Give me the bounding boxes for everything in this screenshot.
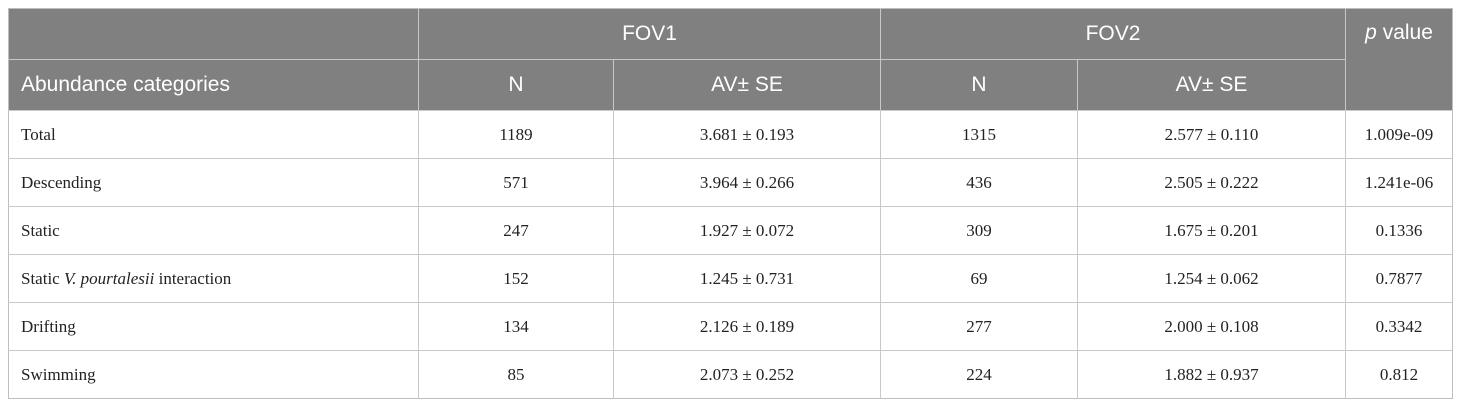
table-cell: 436 xyxy=(880,158,1078,207)
table-row: Total 1189 3.681 ± 0.193 1315 2.577 ± 0.110 1… xyxy=(8,110,1453,159)
header-blank xyxy=(8,8,419,60)
table-row: Static V. pourtalesii interaction 152 1.24… xyxy=(8,254,1453,303)
table-cell: 2.505 ± 0.222 xyxy=(1077,158,1346,207)
label-part: Total xyxy=(21,124,56,144)
table-cell: 1189 xyxy=(418,110,614,159)
label-part: Static xyxy=(21,268,60,288)
table-cell: 0.3342 xyxy=(1345,302,1453,351)
row-label: Static xyxy=(8,206,419,255)
table-cell: 3.681 ± 0.193 xyxy=(612,110,881,159)
table-cell: 0.7877 xyxy=(1345,254,1453,303)
label-part: Drifting xyxy=(21,316,76,336)
column-header: N xyxy=(418,59,614,111)
table-cell: 309 xyxy=(880,206,1078,255)
table-row: Descending 571 3.964 ± 0.266 436 2.505 ± 0.2… xyxy=(8,158,1453,207)
species-name: V. pourtalesii xyxy=(63,268,155,288)
label-part: interaction xyxy=(158,268,232,288)
table-cell: 1.675 ± 0.201 xyxy=(1077,206,1346,255)
group-header: FOV1 xyxy=(417,8,881,60)
table-cell: 1.882 ± 0.937 xyxy=(1077,350,1346,399)
table-row: Static 247 1.927 ± 0.072 309 1.675 ± 0.201 0.… xyxy=(8,206,1453,255)
p-symbol: p xyxy=(1365,21,1377,44)
row-label-header: Abundance categories xyxy=(8,59,419,111)
table-cell: 0.1336 xyxy=(1345,206,1453,255)
column-header: N xyxy=(880,59,1078,111)
row-label: Total xyxy=(8,110,419,159)
table-cell: 3.964 ± 0.266 xyxy=(612,158,881,207)
row-label: Swimming xyxy=(8,350,419,399)
table-row: Swimming 85 2.073 ± 0.252 224 1.882 ± 0.937 0… xyxy=(8,350,1453,399)
table-row: Drifting 134 2.126 ± 0.189 277 2.000 ± 0.108… xyxy=(8,302,1453,351)
table-cell: 1315 xyxy=(880,110,1078,159)
label-part: Static xyxy=(21,220,60,240)
table-cell: 2.577 ± 0.110 xyxy=(1077,110,1346,159)
table-cell: 2.000 ± 0.108 xyxy=(1077,302,1346,351)
row-label: Static V. pourtalesii interaction xyxy=(8,254,419,303)
table-cell: 2.126 ± 0.189 xyxy=(612,302,881,351)
row-label: Drifting xyxy=(8,302,419,351)
table-cell: 1.245 ± 0.731 xyxy=(612,254,881,303)
table-cell: 1.927 ± 0.072 xyxy=(612,206,881,255)
table-cell: 1.009e-09 xyxy=(1345,110,1453,159)
table-cell: 69 xyxy=(880,254,1078,303)
table-cell: 0.812 xyxy=(1345,350,1453,399)
label-part: Swimming xyxy=(21,364,96,384)
table-cell: 1.241e-06 xyxy=(1345,158,1453,207)
table-cell: 2.073 ± 0.252 xyxy=(612,350,881,399)
table-cell: 277 xyxy=(880,302,1078,351)
group-header: FOV2 xyxy=(880,8,1346,60)
table-cell: 85 xyxy=(418,350,614,399)
p-value-header: p value xyxy=(1345,8,1453,111)
label-part: Descending xyxy=(21,172,102,192)
table-cell: 152 xyxy=(418,254,614,303)
column-header: AV± SE xyxy=(1077,59,1346,111)
data-table: FOV1 FOV2 p value Abundance categories N… xyxy=(8,8,1454,399)
table-cell: 134 xyxy=(418,302,614,351)
table-cell: 224 xyxy=(880,350,1078,399)
p-word: value xyxy=(1382,21,1433,44)
table-cell: 571 xyxy=(418,158,614,207)
table-cell: 247 xyxy=(418,206,614,255)
table-body: Total 1189 3.681 ± 0.193 1315 2.577 ± 0.110 1… xyxy=(8,110,1453,399)
column-header: AV± SE xyxy=(612,59,881,111)
table-cell: 1.254 ± 0.062 xyxy=(1077,254,1346,303)
row-label: Descending xyxy=(8,158,419,207)
